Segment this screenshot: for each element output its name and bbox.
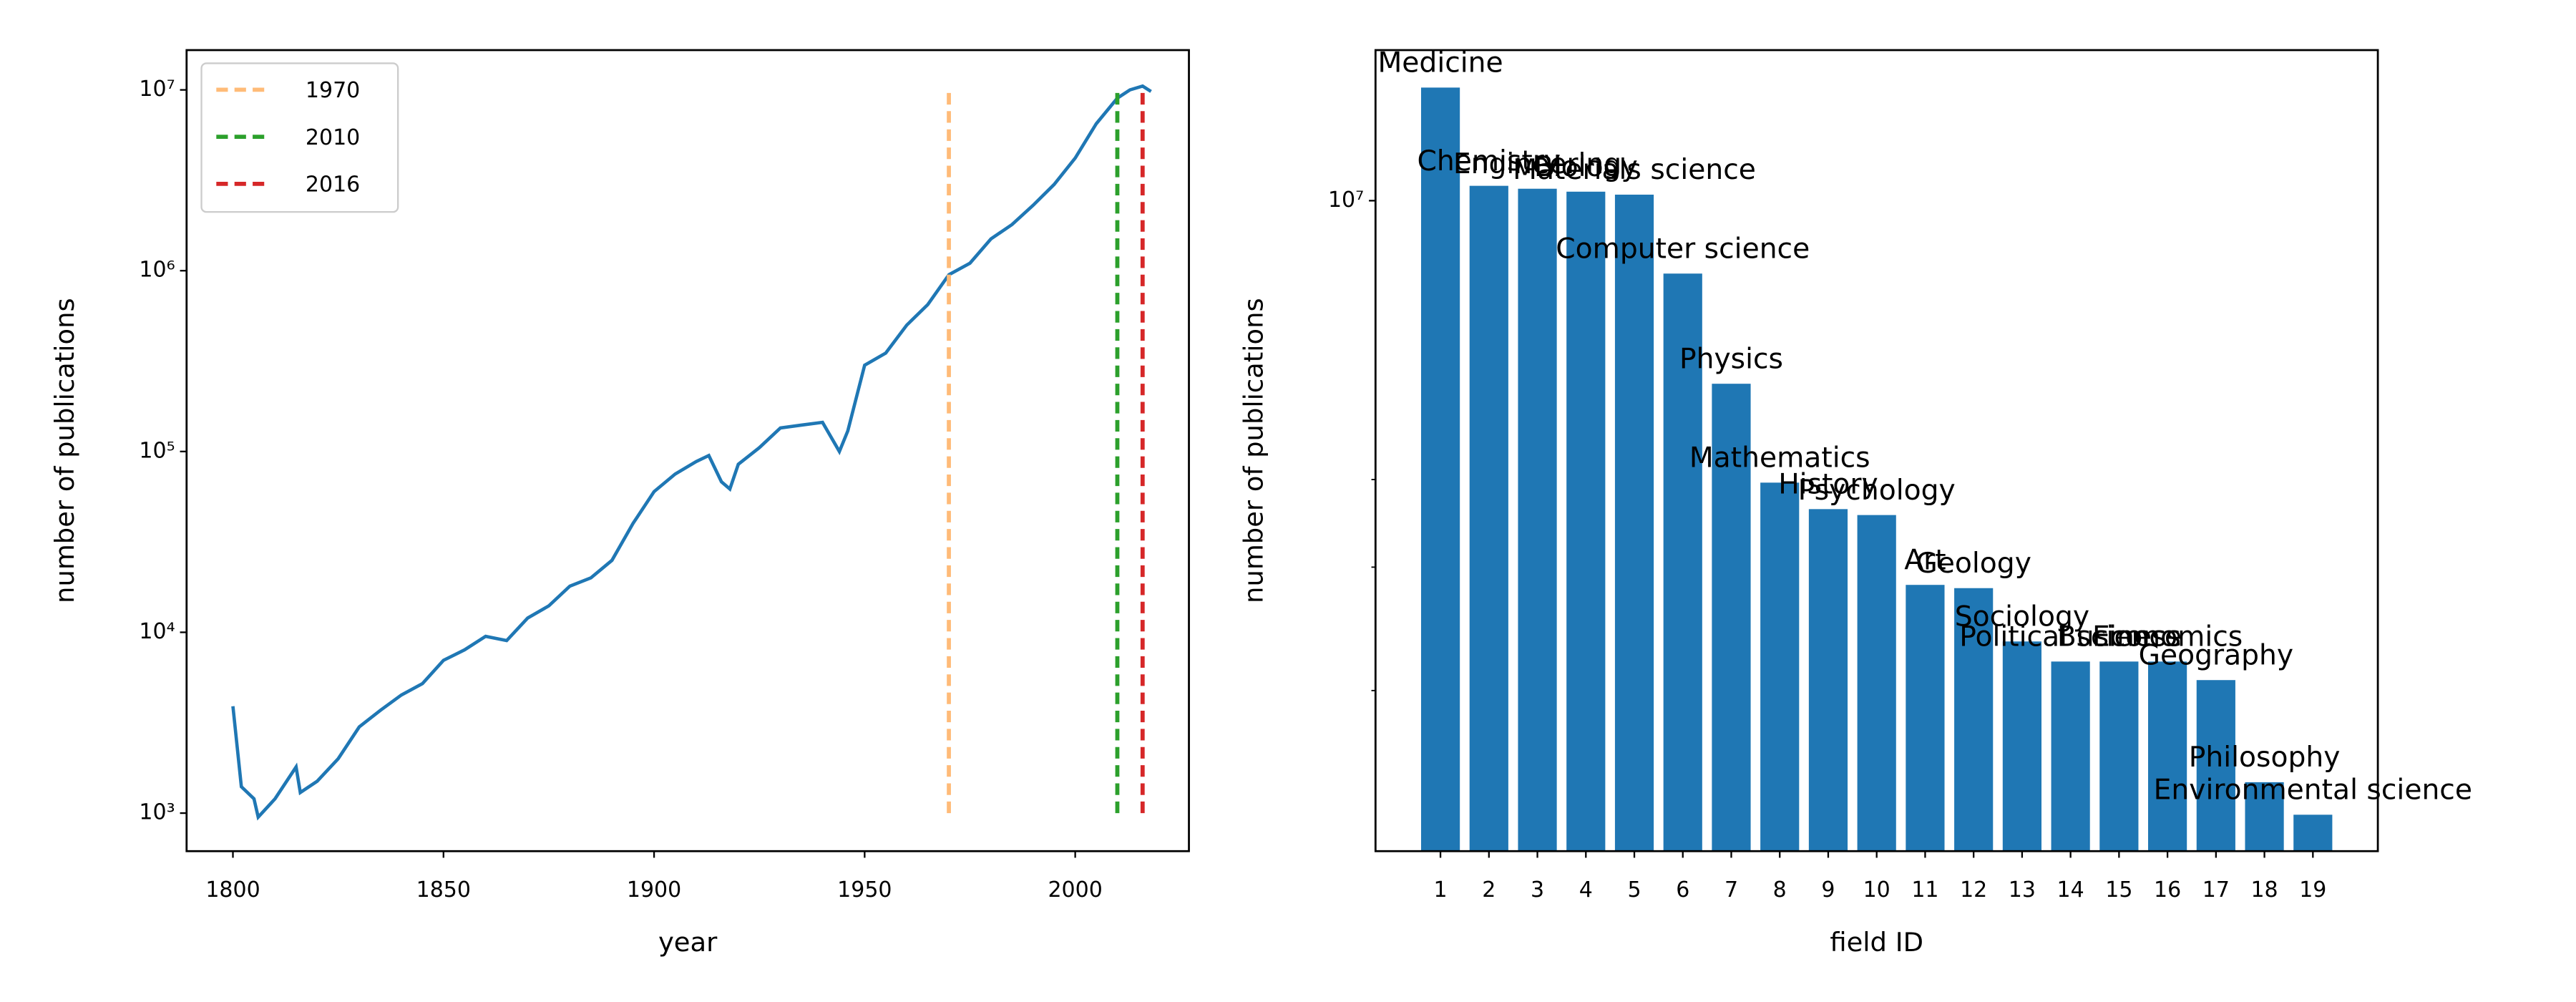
bar-annotation: Physics — [1679, 343, 1783, 375]
bar-annotation: Philosophy — [2189, 741, 2341, 774]
x-tick-label: 9 — [1821, 877, 1835, 903]
y-tick-label: 10⁶ — [139, 258, 175, 283]
x-tick-label: 15 — [2105, 877, 2132, 903]
x-tick-label: 1 — [1434, 877, 1448, 903]
y-tick-label: 10⁷ — [1328, 188, 1364, 213]
x-tick-label: 17 — [2202, 877, 2230, 903]
bar — [1712, 384, 1751, 852]
legend-label: 2010 — [306, 125, 360, 150]
x-tick-label: 5 — [1627, 877, 1641, 903]
bar — [2051, 661, 2090, 852]
bar-annotation: Chemistry — [1417, 145, 1561, 177]
bar — [1518, 188, 1557, 852]
y-axis-label: number of publications — [1238, 298, 1269, 603]
x-tick-label: 18 — [2250, 877, 2278, 903]
bar — [2099, 661, 2139, 852]
bar — [1420, 87, 1460, 852]
legend-label: 1970 — [306, 78, 360, 103]
bar-annotation: Environmental science — [2154, 774, 2472, 807]
x-tick-label: 1950 — [837, 877, 892, 903]
bar-annotation: Geography — [2139, 639, 2294, 671]
bar — [2245, 782, 2284, 852]
bar-annotation: History — [1778, 469, 1878, 501]
bar — [1857, 515, 1896, 852]
x-tick-label: 2000 — [1048, 877, 1102, 903]
bar — [1614, 194, 1654, 852]
legend-label: 2016 — [306, 172, 360, 198]
bar-annotation: Engineering — [1453, 148, 1621, 180]
x-tick-label: 7 — [1724, 877, 1738, 903]
x-axis-label: year — [658, 927, 718, 958]
bar-annotation: Geology — [1916, 548, 2031, 580]
x-tick-label: 10 — [1863, 877, 1890, 903]
bar-annotation: Materials science — [1513, 154, 1756, 186]
bar — [1954, 588, 1994, 852]
bar-annotation: Political science — [1959, 621, 2182, 653]
x-tick-label: 4 — [1579, 877, 1593, 903]
x-tick-label: 8 — [1773, 877, 1787, 903]
bar — [1906, 585, 1945, 852]
x-tick-label: 14 — [2057, 877, 2084, 903]
x-tick-label: 12 — [1960, 877, 1987, 903]
legend: 1970 2010 2016 — [200, 62, 399, 213]
bar — [1808, 509, 1848, 852]
y-axis-label: number of publications — [49, 298, 80, 603]
y-tick-label: 10⁵ — [139, 438, 175, 463]
axes-frame — [1374, 49, 2379, 852]
bar — [1760, 482, 1800, 852]
bar-annotation: Mathematics — [1689, 442, 1870, 475]
x-tick-label: 6 — [1676, 877, 1689, 903]
bar-annotation: Psychology — [1798, 475, 1956, 507]
y-tick-label: 10³ — [139, 800, 175, 825]
bar-annotation: Biology — [1534, 151, 1638, 183]
x-tick-label: 16 — [2154, 877, 2181, 903]
bar — [2148, 661, 2187, 852]
bar-annotation: Business — [2057, 621, 2181, 653]
x-tick-label: 13 — [2009, 877, 2036, 903]
x-tick-label: 2 — [1482, 877, 1496, 903]
bar — [1566, 191, 1606, 852]
bar-annotation: Sociology — [1955, 600, 2089, 633]
bar — [2196, 680, 2235, 852]
y-tick-label: 10⁴ — [139, 619, 175, 644]
x-tick-label: 3 — [1531, 877, 1544, 903]
x-tick-label: 1800 — [205, 877, 260, 903]
x-tick-label: 1900 — [627, 877, 681, 903]
bar — [2293, 814, 2333, 852]
x-tick-label: 11 — [1911, 877, 1938, 903]
bar-annotation: Economics — [2092, 621, 2243, 653]
x-tick-label: 1850 — [416, 877, 471, 903]
x-axis-label: field ID — [1830, 927, 1923, 958]
bar-annotation: Medicine — [1377, 47, 1503, 79]
data-line — [231, 84, 1152, 821]
bar-annotation: Computer science — [1556, 233, 1810, 265]
bar-annotation: Art — [1904, 544, 1946, 576]
legend-box — [200, 62, 399, 213]
bar — [2002, 641, 2041, 852]
y-tick-label: 10⁷ — [139, 77, 175, 102]
bar — [1469, 185, 1508, 852]
axes-frame — [185, 49, 1190, 852]
x-tick-label: 19 — [2299, 877, 2326, 903]
bar — [1663, 273, 1702, 852]
